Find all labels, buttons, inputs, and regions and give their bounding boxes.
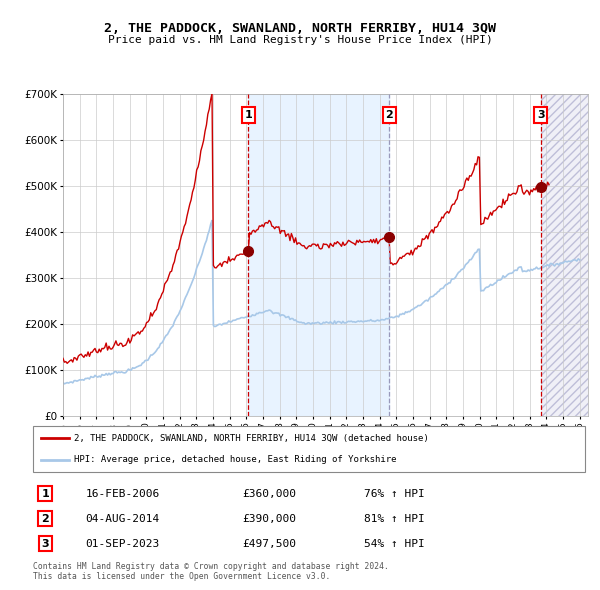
Text: 3: 3 xyxy=(41,539,49,549)
Bar xyxy=(248,94,389,416)
Text: 1: 1 xyxy=(244,110,252,120)
Text: 54% ↑ HPI: 54% ↑ HPI xyxy=(364,539,425,549)
Text: 2: 2 xyxy=(385,110,393,120)
Text: HPI: Average price, detached house, East Riding of Yorkshire: HPI: Average price, detached house, East… xyxy=(74,455,397,464)
Text: 2, THE PADDOCK, SWANLAND, NORTH FERRIBY, HU14 3QW (detached house): 2, THE PADDOCK, SWANLAND, NORTH FERRIBY,… xyxy=(74,434,429,443)
Text: £390,000: £390,000 xyxy=(243,514,297,523)
Text: Price paid vs. HM Land Registry's House Price Index (HPI): Price paid vs. HM Land Registry's House … xyxy=(107,35,493,45)
Text: £360,000: £360,000 xyxy=(243,489,297,499)
Text: 04-AUG-2014: 04-AUG-2014 xyxy=(85,514,160,523)
FancyBboxPatch shape xyxy=(33,426,585,472)
Bar xyxy=(541,94,588,416)
Text: 2, THE PADDOCK, SWANLAND, NORTH FERRIBY, HU14 3QW: 2, THE PADDOCK, SWANLAND, NORTH FERRIBY,… xyxy=(104,22,496,35)
Text: 1: 1 xyxy=(41,489,49,499)
Text: 2: 2 xyxy=(41,514,49,523)
Text: Contains HM Land Registry data © Crown copyright and database right 2024.
This d: Contains HM Land Registry data © Crown c… xyxy=(33,562,389,581)
Text: 76% ↑ HPI: 76% ↑ HPI xyxy=(364,489,425,499)
Text: £497,500: £497,500 xyxy=(243,539,297,549)
Text: 3: 3 xyxy=(537,110,545,120)
Text: 81% ↑ HPI: 81% ↑ HPI xyxy=(364,514,425,523)
Text: 01-SEP-2023: 01-SEP-2023 xyxy=(85,539,160,549)
Text: 16-FEB-2006: 16-FEB-2006 xyxy=(85,489,160,499)
